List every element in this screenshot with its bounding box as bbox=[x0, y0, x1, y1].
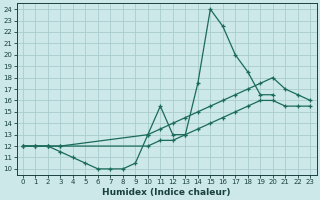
X-axis label: Humidex (Indice chaleur): Humidex (Indice chaleur) bbox=[102, 188, 231, 197]
